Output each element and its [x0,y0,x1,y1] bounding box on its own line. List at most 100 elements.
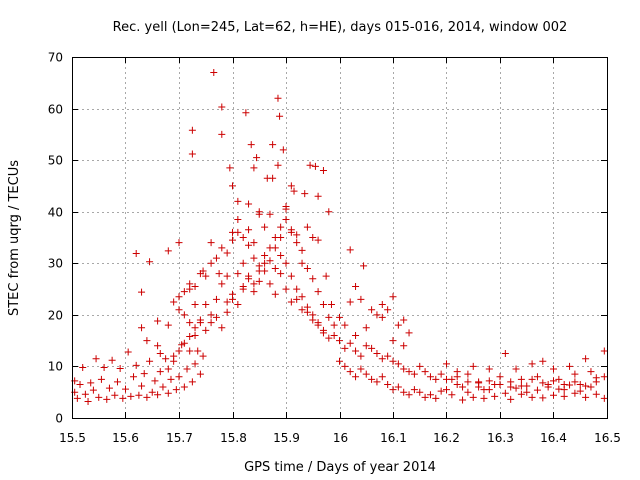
data-point [250,254,258,262]
data-point [325,334,333,342]
data-point [135,391,143,399]
data-point [303,264,311,272]
data-point [528,375,536,383]
data-point [480,394,488,402]
data-point [587,368,595,376]
data-point [148,388,156,396]
data-point [512,384,520,392]
data-point [314,236,322,244]
data-point [405,329,413,337]
data-point [191,282,199,290]
x-tick-label: 15.6 [112,431,139,445]
data-point [373,350,381,358]
data-point [384,352,392,360]
data-point [196,370,204,378]
data-point [437,370,445,378]
data-point [464,378,472,386]
data-point [600,373,608,381]
data-point [341,321,349,329]
data-point [81,390,89,398]
data-point [282,205,290,213]
data-point [341,344,349,352]
data-point [108,356,116,364]
data-point [159,383,167,391]
data-point [274,161,282,169]
data-point [464,388,472,396]
x-tick-label: 15.8 [220,431,247,445]
data-point [464,370,472,378]
data-point [271,290,279,298]
data-point [287,226,295,234]
data-point [459,383,467,391]
data-point [306,161,314,169]
data-point [180,383,188,391]
data-point [341,362,349,370]
data-point [368,375,376,383]
data-point [309,311,317,319]
data-point [127,392,135,400]
data-points [71,68,608,405]
data-point [432,375,440,383]
data-point [448,391,456,399]
data-point [172,386,180,394]
data-point [202,301,210,309]
data-point [394,321,402,329]
data-point [443,375,450,383]
data-point [95,393,103,401]
data-point [105,384,113,392]
data-point [485,365,493,373]
data-point [389,293,397,301]
data-point [384,380,392,388]
data-point [146,258,154,266]
data-point [212,295,220,303]
data-point [79,363,87,371]
data-point [215,270,223,278]
data-point [234,228,242,236]
data-point [76,380,84,388]
data-point [394,383,402,391]
data-point [496,373,504,381]
x-tick-label: 16 [333,431,348,445]
data-point [89,386,97,394]
data-point [247,141,255,149]
data-point [191,331,199,339]
data-point [100,363,108,371]
data-point [151,377,159,385]
data-point [282,259,290,267]
data-point [346,298,354,306]
data-point [234,270,242,278]
grid-lines [72,57,607,418]
data-point [132,249,140,257]
data-point [250,239,258,247]
data-point [154,391,162,399]
data-point [469,362,477,370]
data-point [301,190,309,198]
data-point [287,272,295,280]
data-point [571,370,579,378]
data-point [191,301,199,309]
data-point [325,208,333,216]
data-point [293,231,301,239]
data-point [437,387,445,395]
x-tick-label: 15.9 [273,431,300,445]
data-point [274,94,282,102]
data-point [571,378,579,386]
data-point [116,364,124,372]
data-point [303,303,311,311]
data-point [555,385,563,393]
y-tick-label: 60 [48,103,63,117]
data-point [314,288,322,296]
data-point [287,182,295,190]
data-point [416,362,424,370]
data-point [113,378,121,386]
data-point [501,389,509,397]
data-point [277,252,285,260]
data-point [146,357,154,365]
data-point [234,215,242,223]
data-point [352,282,360,290]
data-point [132,361,140,369]
data-point [266,280,274,288]
chart-title: Rec. yell (Lon=245, Lat=62, h=HE), days … [113,20,568,35]
data-point [218,130,226,138]
x-tick-label: 16.1 [380,431,407,445]
